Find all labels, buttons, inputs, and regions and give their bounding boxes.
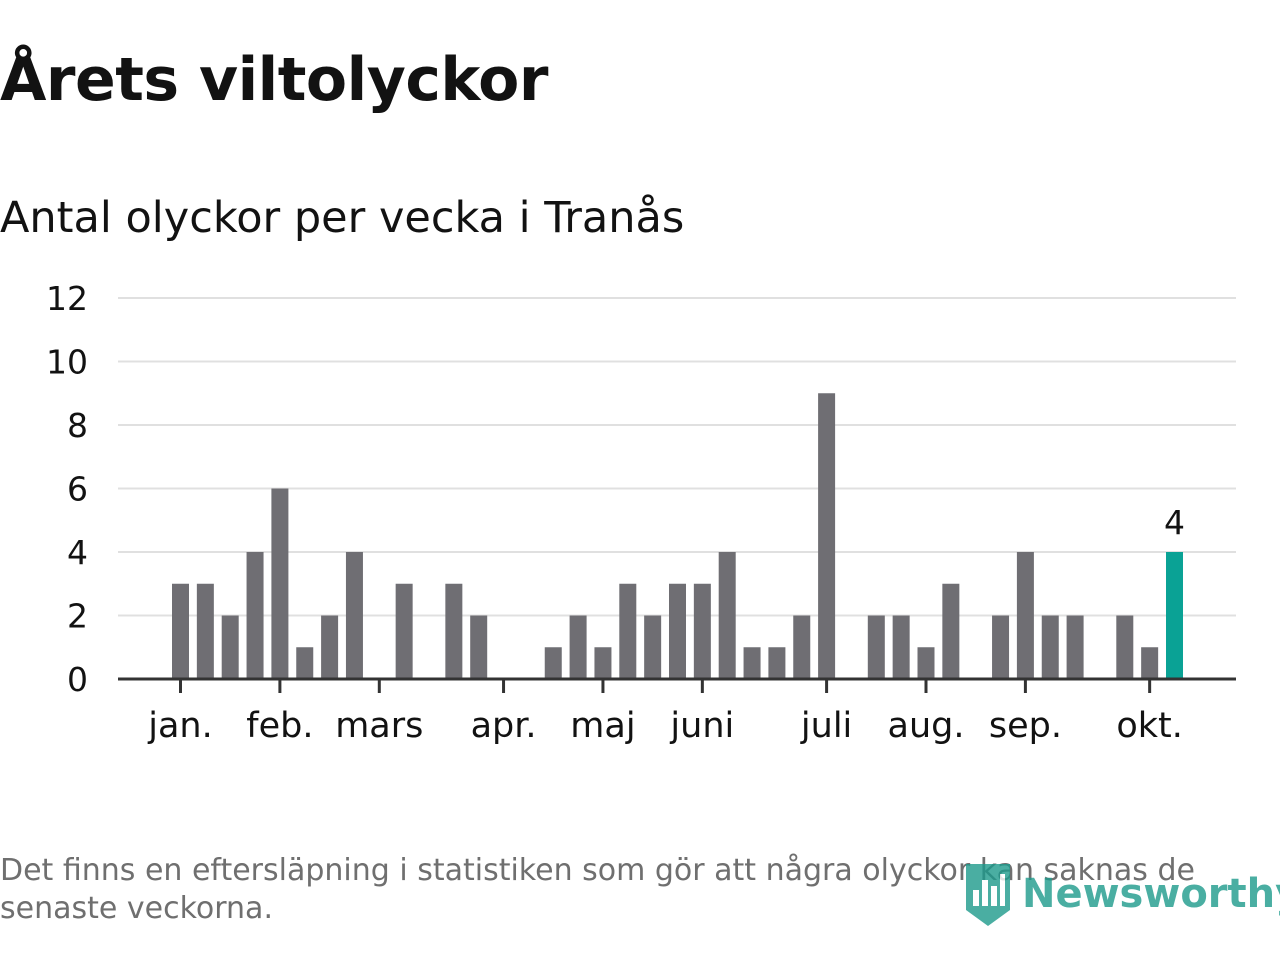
bar bbox=[1041, 615, 1059, 679]
bar bbox=[992, 615, 1010, 679]
x-tick-label: sep. bbox=[989, 706, 1062, 746]
bar bbox=[768, 647, 786, 679]
bar bbox=[296, 647, 314, 679]
y-tick-label: 12 bbox=[46, 279, 88, 318]
bar bbox=[395, 583, 413, 679]
bar bbox=[321, 615, 339, 679]
bar bbox=[544, 647, 562, 679]
bars bbox=[172, 393, 1183, 679]
x-tick-label: jan. bbox=[147, 706, 212, 746]
x-tick-label: feb. bbox=[246, 706, 313, 746]
bar bbox=[619, 583, 637, 679]
x-axis bbox=[118, 677, 1236, 693]
bar-highlighted bbox=[1166, 552, 1183, 679]
y-tick-label: 2 bbox=[67, 597, 88, 636]
bar bbox=[345, 552, 363, 679]
bar bbox=[569, 615, 587, 679]
data-labels: 4 bbox=[1164, 503, 1185, 542]
bar bbox=[818, 393, 836, 679]
bar bbox=[743, 647, 761, 679]
x-tick-label: okt. bbox=[1116, 706, 1183, 746]
bar bbox=[1066, 615, 1084, 679]
bar bbox=[445, 583, 463, 679]
x-tick-label: juni bbox=[669, 706, 734, 746]
bar bbox=[693, 583, 711, 679]
bar bbox=[271, 488, 289, 679]
y-tick-label: 10 bbox=[46, 343, 88, 382]
bar bbox=[221, 615, 239, 679]
x-tick-label: maj bbox=[570, 706, 635, 746]
chart-title: Årets viltolyckor bbox=[0, 45, 549, 115]
y-tick-label: 4 bbox=[67, 533, 88, 572]
bar bbox=[644, 615, 662, 679]
y-tick-label: 8 bbox=[67, 406, 88, 445]
x-tick-label: juli bbox=[800, 706, 852, 746]
logo-text: Newsworthy bbox=[1022, 871, 1280, 917]
bar bbox=[718, 552, 736, 679]
bar-chart: 0 2 4 6 8 10 12 jan. feb. mars apr. maj juni juli aug… bbox=[46, 279, 1236, 746]
x-tick-label: mars bbox=[335, 706, 423, 746]
bar bbox=[793, 615, 811, 679]
bar bbox=[196, 583, 214, 679]
x-tick-label: aug. bbox=[888, 706, 965, 746]
bar bbox=[594, 647, 612, 679]
bar bbox=[917, 647, 935, 679]
bar bbox=[470, 615, 488, 679]
bar bbox=[867, 615, 885, 679]
y-axis-labels: 0 2 4 6 8 10 12 bbox=[46, 279, 88, 699]
y-tick-label: 0 bbox=[67, 660, 88, 699]
y-tick-label: 6 bbox=[67, 470, 88, 509]
bar-chart-logo-icon bbox=[966, 864, 1010, 926]
bar bbox=[942, 583, 960, 679]
bar bbox=[1141, 647, 1159, 679]
bar bbox=[246, 552, 264, 679]
bar bbox=[892, 615, 910, 679]
newsworthy-logo[interactable]: Newsworthy bbox=[962, 858, 1280, 930]
bar bbox=[1016, 552, 1034, 679]
x-tick-label: apr. bbox=[471, 706, 537, 746]
x-axis-labels: jan. feb. mars apr. maj juni juli aug. sep. okt. bbox=[147, 706, 1183, 746]
chart-subtitle: Antal olyckor per vecka i Tranås bbox=[0, 193, 685, 243]
bar bbox=[669, 583, 686, 679]
bar bbox=[172, 583, 189, 679]
bar bbox=[1116, 615, 1134, 679]
highlight-value-label: 4 bbox=[1164, 503, 1185, 542]
